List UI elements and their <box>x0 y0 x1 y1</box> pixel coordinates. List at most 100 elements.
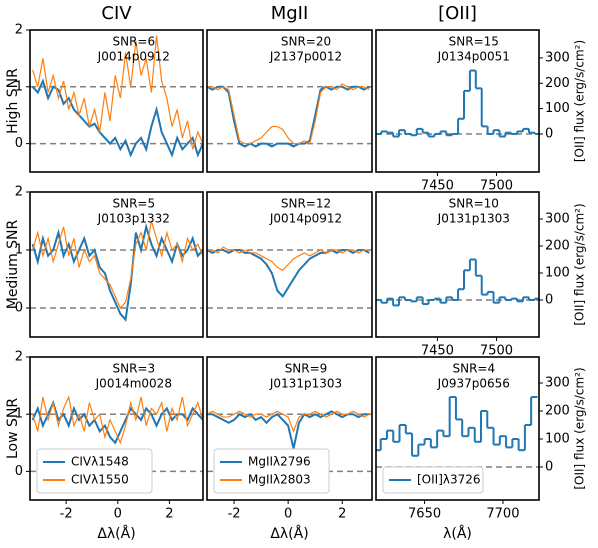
spectrum-line <box>31 222 203 322</box>
y-tick-label: 300 <box>545 376 570 391</box>
y-tick-label: 0 <box>545 459 553 474</box>
annotation: J0131p1303 <box>437 212 510 226</box>
spectrum-line <box>207 85 370 148</box>
x-tick-label: -2 <box>60 507 73 522</box>
panel-frame <box>29 29 204 173</box>
y-axis-label: Low SNR <box>5 398 21 459</box>
y-tick-label: 300 <box>545 50 570 65</box>
panel-plot <box>30 35 203 158</box>
y-tick-label: 2 <box>15 350 23 365</box>
x-tick-label: 0 <box>284 507 292 522</box>
x-tick-label: 2 <box>165 507 173 522</box>
y-tick-label: 100 <box>545 266 570 281</box>
annotation: SNR=6 <box>112 35 155 49</box>
x-tick-label: 7450 <box>421 344 454 359</box>
y-axis-label: [OII] flux (erg/s/cm²) <box>573 40 587 162</box>
spectrum-line <box>207 246 370 272</box>
y-tick-label: 300 <box>545 212 570 227</box>
panel-frame <box>206 356 373 501</box>
x-tick-label: 7650 <box>408 507 441 522</box>
y-axis-label: High SNR <box>5 68 21 134</box>
spectrum-line <box>32 395 203 445</box>
spectrum-line <box>207 83 370 145</box>
y-axis-label: Medium SNR <box>5 219 21 309</box>
y-tick-label: 0 <box>15 301 23 316</box>
annotation: SNR=4 <box>452 362 495 376</box>
panel-plot <box>207 246 372 309</box>
x-tick-label: 0 <box>114 507 122 522</box>
spectrum-line <box>31 78 203 158</box>
panel-frame <box>375 356 540 501</box>
panel-frame <box>29 191 204 338</box>
annotation: SNR=15 <box>449 35 499 49</box>
legend-label: MgIIλ2803 <box>248 473 311 487</box>
x-tick-label: -2 <box>228 507 241 522</box>
y-tick-label: 200 <box>545 76 570 91</box>
annotation: SNR=20 <box>281 35 331 49</box>
legend-label: CIVλ1550 <box>71 473 129 487</box>
annotation: J0103p1332 <box>97 212 170 226</box>
panel-frame <box>375 29 540 173</box>
panel-frame <box>206 191 373 338</box>
y-tick-label: 0 <box>15 136 23 151</box>
spectrum-line <box>32 35 203 150</box>
legend-box <box>36 448 153 494</box>
panel-frame <box>206 29 373 173</box>
annotation: J0014m0028 <box>95 377 172 391</box>
legend-box <box>382 466 484 494</box>
annotation: J2137p0012 <box>269 50 342 64</box>
annotation: J0014p0912 <box>269 212 342 226</box>
spectrum-line <box>32 220 203 310</box>
annotation: J0131p1303 <box>269 377 342 391</box>
annotation: J0014p0912 <box>97 50 170 64</box>
x-tick-label: 7500 <box>480 344 513 359</box>
spectrum-line <box>207 410 370 434</box>
legend-label: CIVλ1548 <box>71 455 129 469</box>
x-tick-label: 7500 <box>480 179 513 194</box>
spectrum-line <box>207 248 370 299</box>
annotation: SNR=9 <box>285 362 328 376</box>
x-tick-label: 7450 <box>421 179 454 194</box>
y-tick-label: 0 <box>545 293 553 308</box>
panel-plot <box>30 220 203 322</box>
panel-plot <box>376 396 539 468</box>
panel-plot <box>376 69 539 138</box>
y-tick-label: 200 <box>545 239 570 254</box>
x-tick-label: 2 <box>338 507 346 522</box>
legend-box <box>213 448 330 494</box>
annotation: SNR=3 <box>112 362 155 376</box>
annotation: SNR=5 <box>112 197 155 211</box>
column-title: CIV <box>101 3 132 24</box>
y-tick-label: 1 <box>15 243 23 258</box>
annotation: J0134p0051 <box>437 50 510 64</box>
annotation: SNR=12 <box>281 197 331 211</box>
legend-label: MgIIλ2796 <box>248 455 311 469</box>
x-axis-label: λ(Å) <box>443 525 472 542</box>
panel-plot <box>30 395 203 473</box>
panel-plot <box>207 83 372 148</box>
y-tick-label: 200 <box>545 404 570 419</box>
column-title: [OII] <box>438 3 477 24</box>
y-tick-label: 1 <box>15 407 23 422</box>
panel-frame <box>29 356 204 501</box>
y-tick-label: 0 <box>545 126 553 141</box>
panel-frame <box>375 191 540 338</box>
x-tick-label: 7700 <box>486 507 519 522</box>
spectrum-line <box>207 410 370 449</box>
x-axis-label: Δλ(Å) <box>97 525 135 542</box>
y-tick-label: 1 <box>15 79 23 94</box>
legend-label: [OII]λ3726 <box>417 473 481 487</box>
column-title: MgII <box>271 3 309 24</box>
annotation: J0937p0656 <box>437 377 510 391</box>
y-tick-label: 100 <box>545 431 570 446</box>
y-tick-label: 2 <box>15 23 23 38</box>
y-tick-label: 2 <box>15 185 23 200</box>
panel-plot <box>376 258 539 307</box>
y-tick-label: 0 <box>15 464 23 479</box>
y-tick-label: 100 <box>545 101 570 116</box>
annotation: SNR=10 <box>449 197 499 211</box>
x-axis-label: Δλ(Å) <box>270 525 308 542</box>
y-axis-label: [OII] flux (erg/s/cm²) <box>573 367 587 489</box>
y-axis-label: [OII] flux (erg/s/cm²) <box>573 203 587 325</box>
